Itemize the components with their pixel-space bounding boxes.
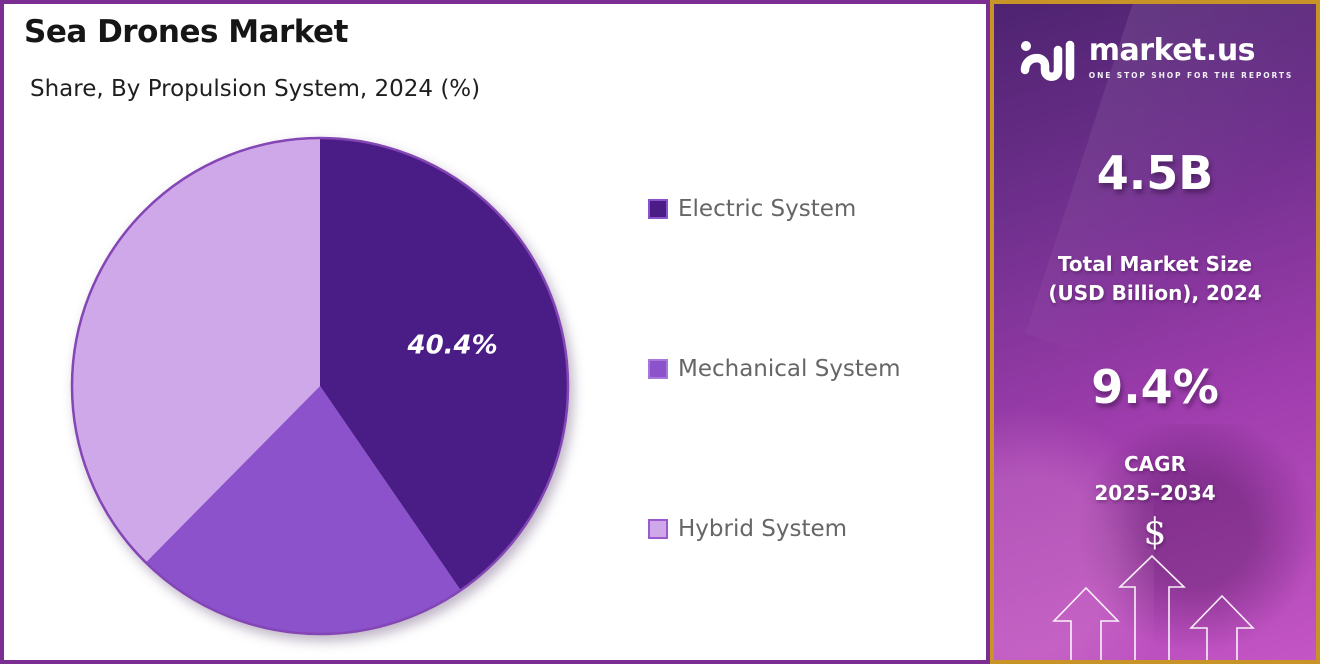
cagr-label: CAGR 2025–2034 [1094,452,1216,505]
chart-panel: Sea Drones Market Share, By Propulsion S… [0,0,990,664]
legend-swatch-icon [648,359,668,379]
pie-slice-mechanical-system [145,386,461,635]
brand-sidebar: market.us ONE STOP SHOP FOR THE REPORTS … [990,0,1320,664]
legend-label: Electric System [678,196,857,222]
legend-item-electric-system: Electric System [648,196,901,222]
pie-chart: 40.4% [70,136,570,636]
pie-slice-hybrid-system [71,138,320,563]
page-subtitle: Share, By Propulsion System, 2024 (%) [30,76,481,102]
growth-arrows-icon [1052,555,1255,660]
legend-item-hybrid-system: Hybrid System [648,516,901,542]
dollar-icon: $ [1143,512,1167,553]
legend-label: Hybrid System [678,516,848,542]
legend-swatch-icon [648,519,668,539]
pie-slice-label-electric-system: 40.4% [406,331,497,361]
market-size-label: Total Market Size (USD Billion), 2024 [1048,252,1262,305]
page-title: Sea Drones Market [24,14,348,50]
brand-logo: market.us ONE STOP SHOP FOR THE REPORTS [994,32,1316,84]
pie-slice-electric-system [320,138,569,591]
marketus-logo-icon [1020,40,1075,81]
legend-label: Mechanical System [678,356,901,382]
legend-swatch-icon [648,199,668,219]
legend-item-mechanical-system: Mechanical System [648,356,901,382]
brand-tagline: ONE STOP SHOP FOR THE REPORTS [1088,71,1294,80]
brand-name: market.us [1088,33,1256,68]
cagr-value: 9.4% [1091,360,1219,414]
pie-legend: Electric System Mechanical System Hybrid S… [648,196,901,542]
market-size-value: 4.5B [1096,146,1214,200]
pie-outline [70,136,570,636]
